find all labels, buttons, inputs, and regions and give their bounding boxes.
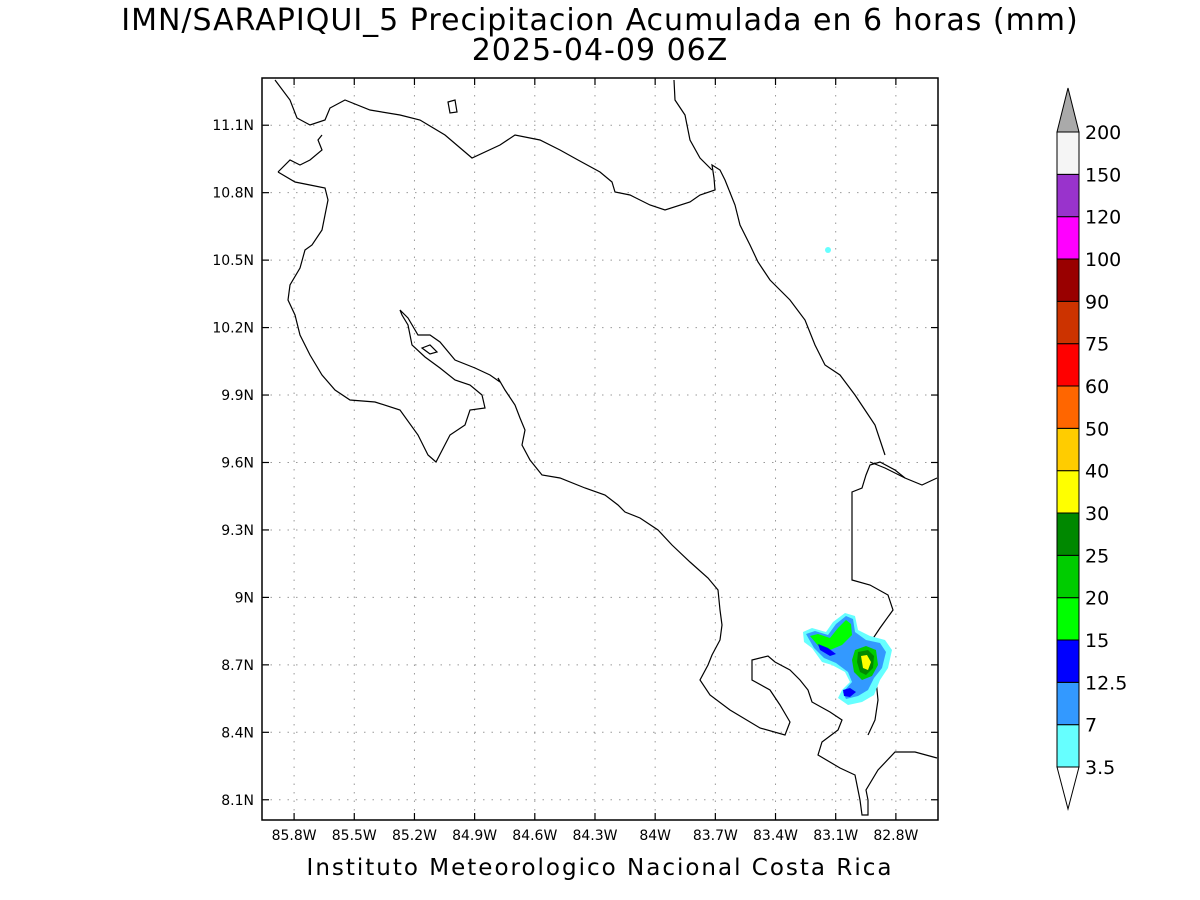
lat-tick-label: 9.9N (221, 388, 254, 404)
nicaragua-border-north (274, 79, 730, 211)
gulf-nicoya-island (420, 344, 439, 355)
rain-cell-15mm (810, 620, 852, 650)
legend-level-label: 40 (1085, 461, 1109, 483)
legend-level-label: 12.5 (1085, 672, 1127, 694)
legend-level-label: 20 (1085, 588, 1109, 610)
legend-swatch (1056, 258, 1080, 302)
legend-level-label: 75 (1085, 334, 1109, 356)
map-frame (261, 77, 939, 821)
legend-swatch (1056, 173, 1080, 218)
legend-level-label: 3.5 (1085, 757, 1115, 779)
lat-tick-label: 8.1N (221, 793, 254, 809)
lat-tick-label: 9N (235, 590, 254, 606)
legend-swatch (1056, 512, 1080, 556)
caribbean-coast (673, 79, 886, 456)
lat-tick-label: 8.7N (221, 658, 254, 674)
legend-swatch (1056, 385, 1080, 429)
legend-swatch (1056, 343, 1080, 387)
lon-tick-label: 85.5W (332, 828, 377, 844)
lon-tick-label: 84.9W (452, 828, 497, 844)
lon-tick-label: 83.4W (753, 828, 798, 844)
panama-east (869, 461, 906, 479)
legend-swatch (1056, 131, 1080, 175)
legend-swatch (1056, 554, 1080, 599)
legend-under-arrow (1056, 766, 1080, 811)
lat-tick-label: 8.4N (221, 725, 254, 741)
legend-level-label: 7 (1085, 715, 1097, 737)
rain-cell-12.5mm-south (843, 688, 856, 697)
color-legend: 3.5 7 12.5 15 20 25 30 40 50 60 75 90 100 120 150 200 (1056, 87, 1127, 811)
legend-level-label: 100 (1085, 249, 1121, 271)
lon-tick-label: 84W (639, 828, 671, 844)
rain-cell-12.5mm (818, 644, 836, 656)
lon-tick-label: 83.1W (813, 828, 858, 844)
lon-tick-label: 85.2W (392, 828, 437, 844)
legend-swatch (1056, 470, 1080, 514)
lon-tick-label: 82.8W (873, 828, 918, 844)
legend-swatch (1056, 681, 1080, 726)
footer-credit: Instituto Meteorologico Nacional Costa R… (306, 855, 894, 881)
legend-level-label: 60 (1085, 376, 1109, 398)
legend-level-label: 50 (1085, 418, 1109, 440)
precipitation-field (803, 247, 892, 705)
lat-tick-label: 9.6N (221, 455, 254, 471)
coastlines (274, 79, 938, 816)
legend-swatch (1056, 597, 1080, 641)
rain-spot-3.5mm (825, 247, 831, 253)
lon-tick-label: 83.7W (693, 828, 738, 844)
map-title: IMN/SARAPIQUI_5 Precipitacion Acumulada … (121, 3, 1079, 38)
legend-swatch (1056, 300, 1080, 345)
legend-swatch (1056, 216, 1080, 260)
lon-tick-label: 85.8W (272, 828, 317, 844)
legend-level-label: 30 (1085, 503, 1109, 525)
legend-swatch (1056, 427, 1080, 472)
legend-over-arrow (1056, 87, 1080, 133)
rain-cell-30mm (861, 655, 871, 670)
legend-level-label: 150 (1085, 164, 1121, 186)
legend-level-label: 15 (1085, 630, 1109, 652)
legend-level-label: 120 (1085, 207, 1121, 229)
pacific-coast-north (277, 134, 501, 463)
legend-swatch (1056, 724, 1080, 768)
legend-level-label: 90 (1085, 291, 1109, 313)
map-subtitle: 2025-04-09 06Z (471, 33, 729, 68)
legend-swatch (1056, 639, 1080, 683)
lon-tick-label: 84.3W (572, 828, 617, 844)
legend-level-label: 25 (1085, 545, 1109, 567)
map-grid (262, 78, 938, 820)
lat-tick-label: 10.5N (212, 253, 254, 269)
lat-tick-label: 11.1N (212, 118, 254, 134)
lake-nicaragua-island (447, 99, 458, 114)
lat-tick-label: 10.8N (212, 186, 254, 202)
lon-tick-label: 84.6W (512, 828, 557, 844)
legend-level-label: 200 (1085, 122, 1121, 144)
latitude-labels: 11.1N 10.8N 10.5N 10.2N 9.9N 9.6N 9.3N 9N 8.7N 8.… (212, 118, 254, 809)
lat-tick-label: 10.2N (212, 321, 254, 337)
lat-tick-label: 9.3N (221, 523, 254, 539)
pacific-coast-central (497, 377, 938, 816)
longitude-labels: 85.8W 85.5W 85.2W 84.9W 84.6W 84.3W 84W 83.7W 83… (272, 828, 919, 844)
